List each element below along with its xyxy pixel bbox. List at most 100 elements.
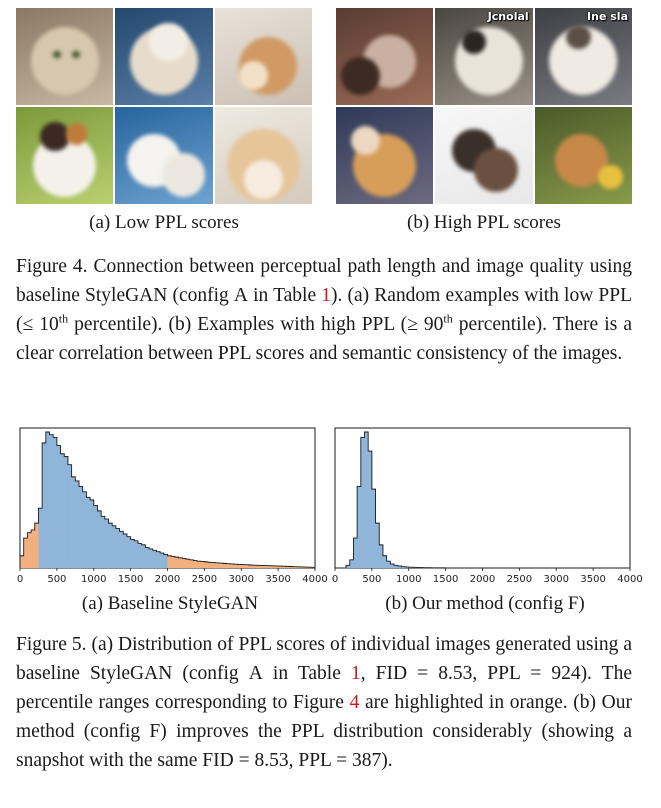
histogram-bar	[281, 566, 286, 568]
histogram-bar	[145, 547, 150, 568]
histogram-bar	[134, 540, 139, 568]
histogram-bar	[368, 451, 373, 568]
figure-5-caption: Figure 5. (a) Distribution of PPL scores…	[16, 630, 632, 775]
caption-text: ) improves the PPL distribution consider…	[16, 721, 632, 771]
cat-photo-white-kittens	[115, 107, 213, 204]
histogram-bar	[101, 516, 106, 568]
x-tick-label: 1500	[118, 574, 143, 585]
plot-frame	[334, 427, 631, 569]
histogram-bar	[285, 566, 290, 568]
config-label: F	[149, 721, 161, 742]
caption-text: are highlighted in orange. (b) Our metho…	[16, 692, 632, 742]
caption-text: percentile). (b) Examples with high PPL …	[68, 314, 444, 335]
histogram-bar	[189, 559, 194, 568]
figure-ref-link[interactable]: 4	[349, 692, 360, 713]
histogram-bar	[197, 561, 201, 568]
histogram-bar	[64, 456, 69, 568]
caption-text: Figure 4. Connection between perceptual …	[16, 256, 632, 306]
histogram-bar	[244, 564, 249, 568]
histogram-bar	[97, 510, 102, 568]
histogram-bar	[49, 434, 54, 568]
subcaption-our-method: (b) Our method (config F)	[325, 593, 645, 615]
x-tick-label: 500	[362, 574, 381, 585]
histogram-bar	[141, 544, 146, 568]
histogram-bar	[267, 565, 272, 568]
histogram-bar	[263, 565, 268, 568]
subcaption-high-ppl: (b) High PPL scores	[407, 212, 561, 233]
histogram-bar	[364, 432, 369, 568]
histogram-bar	[401, 566, 406, 568]
histogram-bar	[185, 559, 190, 568]
x-tick-label: 4000	[617, 574, 642, 585]
cat-photo-cream-kitten	[214, 107, 312, 204]
histogram-bar	[167, 555, 172, 568]
histogram-our-method: 0 500 1000 1500 2000 2500 3000 3500 4000	[325, 426, 643, 602]
caption-text: percentile). There is a clear correlatio…	[16, 314, 632, 364]
histogram-bar	[115, 528, 120, 568]
histogram-bar	[289, 566, 294, 568]
histogram-bar	[270, 565, 275, 568]
cat-photo-fluffy-cream	[115, 8, 213, 105]
photo-shape	[340, 56, 380, 96]
histogram-bar	[256, 565, 260, 568]
histogram-bar	[93, 505, 98, 568]
histogram-bar	[163, 554, 168, 568]
table-ref-link[interactable]: 1	[321, 285, 331, 306]
cat-photo-bed-orange-cat	[336, 107, 434, 204]
histogram-bar	[31, 529, 36, 568]
histogram-bar	[405, 566, 410, 568]
histogram-outline	[335, 431, 483, 569]
histogram-outline	[19, 431, 316, 568]
histogram-bar	[123, 534, 128, 568]
histogram-bar	[379, 544, 384, 568]
histogram-bar	[71, 476, 76, 568]
histogram-bar	[208, 562, 213, 568]
high-ppl-image-grid: Jcnolal Ine sla	[336, 8, 632, 204]
histogram-bar	[45, 432, 50, 568]
histogram-bar	[296, 566, 301, 568]
meme-overlay-text: Jcnolal	[487, 10, 529, 23]
x-tick-label: 0	[332, 574, 338, 585]
histogram-bar	[394, 565, 398, 568]
config-label: A	[248, 663, 263, 684]
photo-shape	[473, 148, 518, 192]
histogram-bar	[226, 563, 231, 568]
x-tick-label: 500	[47, 574, 66, 585]
photo-shape	[462, 29, 487, 55]
x-tick-label: 0	[17, 574, 23, 585]
histogram-bar	[300, 566, 305, 568]
histogram-bar	[292, 566, 297, 568]
x-tick-label: 1000	[396, 574, 421, 585]
x-tick-label: 2500	[507, 574, 532, 585]
cat-photo-calico-grass	[16, 107, 114, 204]
x-tick-label: 1000	[81, 574, 106, 585]
histogram-bar	[86, 497, 91, 568]
histogram-bar	[375, 523, 380, 568]
x-tick-label: 2500	[192, 574, 217, 585]
histogram-bar	[353, 538, 358, 568]
histogram-bar	[178, 557, 183, 568]
histogram-bar	[182, 558, 187, 568]
cat-photo-meme-white-cat: Jcnolal	[435, 8, 533, 105]
histogram-bar	[237, 564, 242, 568]
histogram-bar	[349, 559, 354, 568]
histogram-bar	[204, 561, 209, 568]
cat-photo-indoor-room	[336, 8, 434, 105]
histogram-bar	[149, 548, 154, 568]
x-tick-label: 3500	[580, 574, 605, 585]
histogram-bar	[274, 565, 279, 568]
histogram-baseline: 0 500 1000 1500 2000 2500 3000 3500 4000	[10, 426, 328, 602]
cat-photo-orange-cat-outdoor	[534, 107, 632, 204]
x-tick-label: 3000	[544, 574, 569, 585]
config-label: A	[233, 285, 249, 306]
histogram-bar	[248, 565, 253, 568]
photo-shape	[238, 61, 269, 91]
photo-shape	[598, 164, 623, 189]
photo-shape	[350, 126, 380, 156]
subcaption-text: (b) Our method (config	[385, 593, 568, 614]
histogram-bar	[160, 553, 165, 568]
histogram-bar	[130, 539, 135, 568]
photo-shape	[243, 160, 283, 200]
table-ref-link[interactable]: 1	[350, 663, 361, 684]
histogram-bar	[156, 551, 161, 568]
